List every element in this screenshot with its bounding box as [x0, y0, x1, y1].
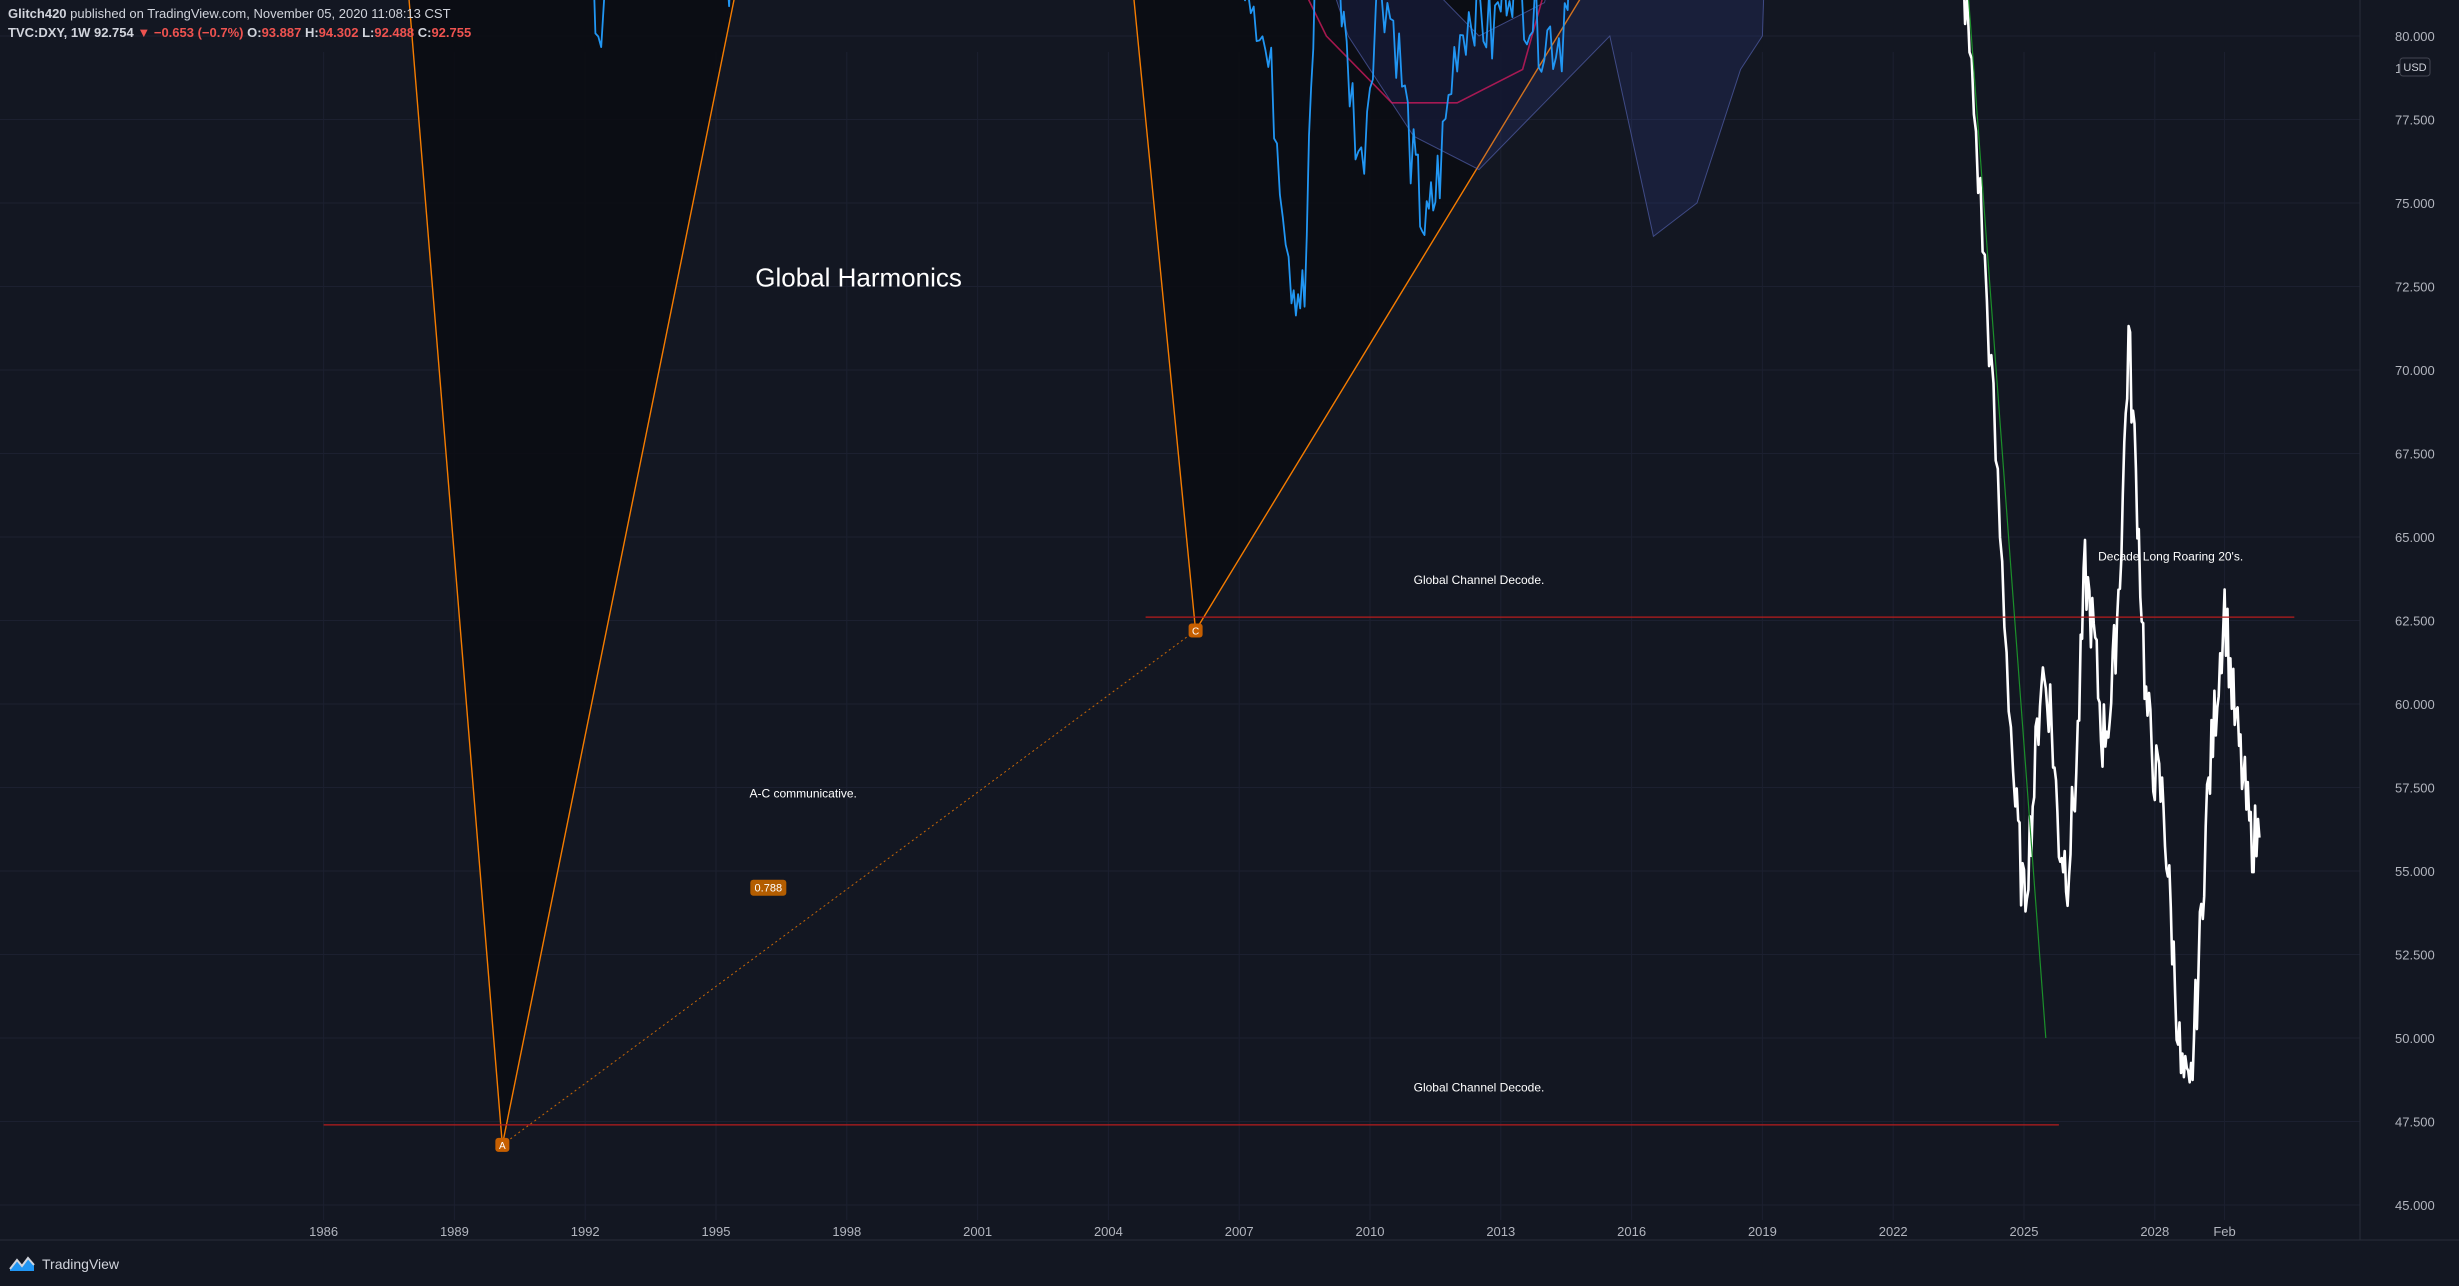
y-tick-label: 67.500 [2395, 447, 2435, 462]
y-tick-label: 50.000 [2395, 1031, 2435, 1046]
y-tick-label: 52.500 [2395, 948, 2435, 963]
current-price: 92.754 [93, 25, 134, 40]
pattern-leg-CD [1195, 0, 1581, 631]
ratio-badge [750, 879, 787, 896]
chart-overlays [323, 0, 2295, 1126]
x-tick-label: 1998 [832, 1224, 861, 1239]
pattern-point-C[interactable]: C [1188, 623, 1203, 638]
y-top-label: 1 [2395, 61, 2402, 76]
annotation-10: Global Harmonics [755, 263, 962, 293]
tradingview-logo[interactable]: TradingView [8, 1255, 119, 1273]
bcd-triangle [1134, 0, 1580, 631]
y-tick-label: 60.000 [2395, 697, 2435, 712]
y-tick-label: 57.500 [2395, 781, 2435, 796]
xab-triangle [409, 0, 734, 1145]
x-tick-label: 2022 [1879, 1224, 1908, 1239]
green-trend-line [1968, 0, 2047, 1039]
tradingview-brand: TradingView [42, 1256, 120, 1272]
low-value: 92.488 [374, 25, 415, 40]
y-tick-label: 70.000 [2395, 363, 2435, 378]
symbol-info: TVC:DXY, 1W 92.754 ▼ −0.653 (−0.7%) O:93… [8, 25, 471, 40]
chart-labels: XABCD0.8930.620.6130.788January 1986 Sta… [495, 263, 2243, 1152]
high-label: H: [304, 25, 319, 40]
y-tick-label: 45.000 [2395, 1198, 2435, 1213]
x-tick-label: 2004 [1094, 1224, 1123, 1239]
author-name[interactable]: Glitch420 [8, 6, 67, 21]
price-change: −0.653 (−0.7%) [153, 25, 244, 40]
ratio-value: 0.788 [755, 883, 783, 895]
harmonic-pattern [408, 0, 1581, 1146]
publish-date: published on TradingView.com, November 0… [70, 6, 451, 21]
x-tick-label: 2013 [1486, 1224, 1515, 1239]
ratio-line-AC [502, 630, 1196, 1146]
currency-badge[interactable] [2399, 57, 2431, 77]
annotation-11: Global Channel Decode. [1414, 573, 1545, 587]
ichimoku-cloud [1335, 0, 1765, 238]
y-tick-label: 75.000 [2395, 196, 2435, 211]
x-tick-label: 2010 [1356, 1224, 1385, 1239]
tradingview-logo-icon [9, 1256, 35, 1271]
x-tick-label: 2019 [1748, 1224, 1777, 1239]
down-arrow-icon: ▼ [137, 25, 151, 40]
annotation-14: Global Channel Decode. [1414, 1080, 1545, 1094]
x-tick-label: 2007 [1225, 1224, 1254, 1239]
projection-line [1963, 0, 2261, 1084]
low-label: L: [362, 25, 375, 40]
pattern-leg-BC [1133, 0, 1197, 631]
x-tick-label: 1992 [571, 1224, 600, 1239]
pattern-leg-XA [408, 0, 504, 1145]
y-tick-label: 47.500 [2395, 1115, 2435, 1130]
pattern-point-A[interactable]: A [495, 1137, 510, 1152]
axes: 127.500125.000122.500120.000117.500115.0… [0, 0, 2459, 1241]
ratio-label: 0.788 [750, 879, 787, 896]
y-tick-label: 65.000 [2395, 530, 2435, 545]
x-tick-label: 1986 [309, 1224, 338, 1239]
currency-label: USD [2403, 62, 2426, 74]
y-tick-label: 80.000 [2395, 29, 2435, 44]
open-value: 93.887 [261, 25, 302, 40]
x-tick-label: 2028 [2140, 1224, 2169, 1239]
pattern-point-badge [1188, 623, 1203, 638]
x-tick-label: 2016 [1617, 1224, 1646, 1239]
pattern-point-badge [495, 1137, 510, 1152]
pattern-leg-AB [501, 0, 735, 1146]
x-tick-label: 1995 [702, 1224, 731, 1239]
y-tick-label: 55.000 [2395, 864, 2435, 879]
high-value: 94.302 [318, 25, 359, 40]
x-tick-label: 1989 [440, 1224, 469, 1239]
price-series [593, 0, 2261, 1084]
y-tick-label: 72.500 [2395, 280, 2435, 295]
pattern-point-label: C [1192, 627, 1199, 638]
open-label: O: [247, 25, 262, 40]
close-label: C: [417, 25, 432, 40]
annotation-12: Decade Long Roaring 20's. [2098, 549, 2243, 563]
y-tick-label: 62.500 [2395, 614, 2435, 629]
grid-lines [0, 35, 2360, 1220]
x-tick-label: 2001 [963, 1224, 992, 1239]
y-tick-label: 77.500 [2395, 113, 2435, 128]
x-tick-label: 2025 [2010, 1224, 2039, 1239]
close-value: 92.755 [431, 25, 472, 40]
publish-info: Glitch420 published on TradingView.com, … [8, 6, 451, 21]
annotation-13: A-C communicative. [750, 787, 857, 801]
pattern-point-label: A [499, 1141, 506, 1152]
symbol-name[interactable]: TVC:DXY, 1W [8, 25, 91, 40]
x-tick-label: Feb [2213, 1224, 2235, 1239]
